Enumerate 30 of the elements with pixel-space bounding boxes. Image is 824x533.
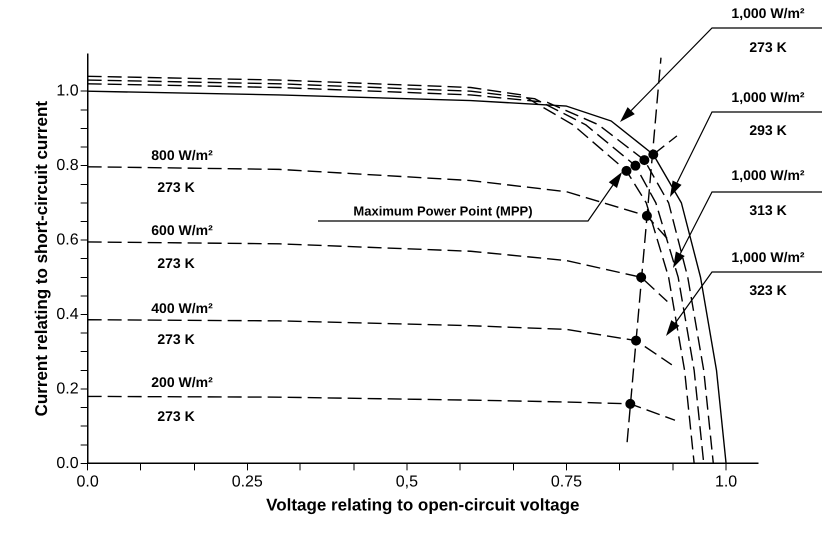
annotation: 400 W/m²: [151, 300, 213, 316]
x-tick-label: 0,5: [396, 473, 418, 490]
annotation: 273 K: [157, 331, 195, 347]
y-axis-title: Current relating to short-circuit current: [32, 100, 51, 416]
annotation: 1,000 W/m²: [731, 89, 805, 105]
annotation: 600 W/m²: [151, 222, 213, 238]
text: 1,000 W/m²: [731, 5, 805, 21]
annotation: 1,000 W/m²: [731, 249, 805, 265]
y-tick-label: 0.2: [56, 380, 79, 398]
annotation: 273 K: [157, 255, 195, 271]
annotation: 273 K: [749, 39, 787, 55]
x-axis-title: Voltage relating to open-circuit voltage: [266, 495, 580, 514]
annotation: 273 K: [157, 408, 195, 424]
annotation: 323 K: [749, 282, 787, 298]
annotation: 293 K: [749, 122, 787, 138]
x-tick-label: 0.0: [76, 473, 99, 490]
annotation: 313 K: [749, 202, 787, 218]
annotation: 200 W/m²: [151, 374, 213, 390]
y-tick-label: 0.6: [56, 231, 79, 248]
annotation: 800 W/m²: [151, 147, 213, 163]
x-tick-label: 1.0: [714, 473, 738, 490]
y-tick-label: 0.4: [56, 306, 79, 323]
annotation: 273 K: [157, 179, 195, 195]
x-tick-label: 0.75: [550, 473, 582, 490]
annotation: 1,000 W/m²: [731, 167, 805, 183]
x-tick-label: 0.25: [232, 473, 263, 490]
y-tick-label: 0.8: [56, 157, 79, 174]
y-tick-label: 1.0: [56, 82, 79, 100]
annotation: Maximum Power Point (MPP): [353, 204, 533, 218]
y-tick-label: 0.0: [56, 454, 79, 472]
